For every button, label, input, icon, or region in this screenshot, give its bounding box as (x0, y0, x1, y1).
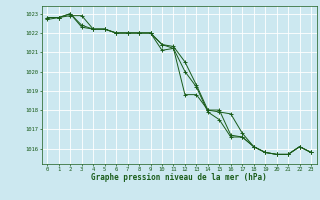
X-axis label: Graphe pression niveau de la mer (hPa): Graphe pression niveau de la mer (hPa) (91, 173, 267, 182)
